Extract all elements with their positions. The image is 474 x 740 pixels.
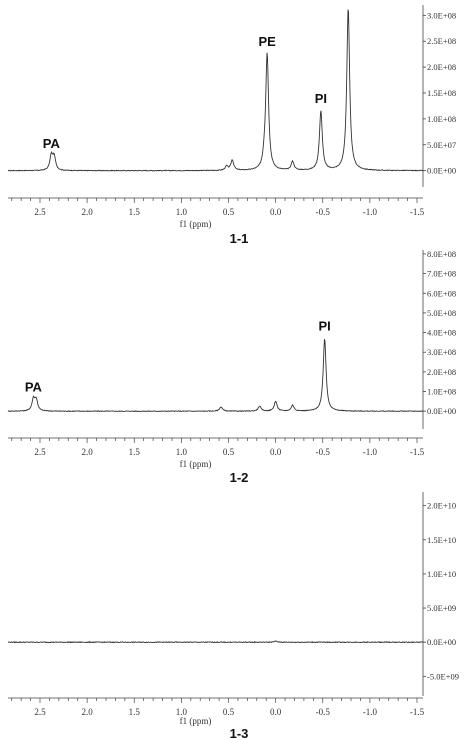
x-tick-label: 1.5: [129, 707, 141, 717]
x-tick-label: 2.5: [34, 207, 46, 217]
x-tick-label: 2.5: [34, 707, 46, 717]
y-tick-label: 2.0E+10: [427, 501, 456, 511]
x-tick-label: -1.5: [410, 207, 425, 217]
y-tick-label: 0.0E+00: [427, 637, 456, 647]
x-tick-label: 2.0: [82, 207, 94, 217]
y-tick-label: 0.0E+00: [427, 406, 456, 416]
panel-label: 1-1: [230, 231, 249, 246]
x-tick-label: -0.5: [316, 447, 331, 457]
x-tick-label: 0.5: [223, 447, 235, 457]
x-axis-label: f1 (ppm): [180, 219, 212, 229]
peak-label-pa: PA: [43, 136, 61, 151]
spectrum-line: [7, 9, 424, 172]
x-tick-label: 1.5: [129, 207, 141, 217]
x-tick-label: -0.5: [316, 207, 331, 217]
panel-label: 1-3: [230, 726, 249, 740]
y-tick-label: 5.0E+09: [427, 603, 456, 613]
x-tick-label: 1.0: [176, 447, 188, 457]
x-tick-label: 2.0: [82, 707, 94, 717]
x-tick-label: -1.0: [363, 207, 378, 217]
x-tick-label: 2.5: [34, 447, 46, 457]
x-tick-label: 0.5: [223, 207, 235, 217]
y-tick-label: 1.5E+10: [427, 535, 456, 545]
chart-panel-1-2: 0.0E+00 1.0E+08 2.0E+08 3.0E+08 4.0E+08 5.0E+…: [7, 249, 456, 485]
x-tick-label: 1.5: [129, 447, 141, 457]
y-tick-label: 2.5E+08: [427, 36, 456, 46]
y-tick-label: 3.0E+08: [427, 10, 456, 20]
y-tick-label: 3.0E+08: [427, 347, 456, 357]
y-tick-label: 8.0E+08: [427, 249, 456, 259]
spectrum-line: [7, 339, 424, 413]
y-tick-label: 0.0E+00: [427, 166, 456, 176]
x-tick-label: 0.0: [270, 207, 282, 217]
peak-label-pa: PA: [25, 379, 43, 394]
y-tick-label: -5.0E+09: [427, 671, 459, 681]
peak-label-pc: PC: [339, 0, 358, 3]
y-tick-label: 2.0E+08: [427, 62, 456, 72]
x-axis-label: f1 (ppm): [180, 716, 212, 726]
y-tick-label: 6.0E+08: [427, 288, 456, 298]
y-tick-label: 1.0E+10: [427, 569, 456, 579]
x-tick-label: -1.0: [363, 447, 378, 457]
x-tick-label: 0.0: [270, 447, 282, 457]
x-tick-label: 0.0: [270, 707, 282, 717]
peak-label-pe: PE: [258, 34, 276, 49]
peak-label-pi: PI: [318, 318, 330, 333]
x-tick-label: -1.5: [410, 447, 425, 457]
x-tick-label: 1.0: [176, 207, 188, 217]
y-tick-label: 5.0E+07: [427, 140, 456, 150]
x-tick-label: -1.5: [410, 707, 425, 717]
x-axis-label: f1 (ppm): [180, 459, 212, 469]
y-tick-label: 7.0E+08: [427, 269, 456, 279]
panel-label: 1-2: [230, 470, 249, 485]
x-tick-label: 2.0: [82, 447, 94, 457]
x-tick-label: 1.0: [176, 707, 188, 717]
x-tick-label: 0.5: [223, 707, 235, 717]
y-tick-label: 5.0E+08: [427, 308, 456, 318]
spectrum-line: [7, 640, 424, 644]
y-tick-label: 4.0E+08: [427, 328, 456, 338]
peak-label-pi: PI: [315, 91, 327, 106]
y-tick-label: 1.0E+08: [427, 387, 456, 397]
x-tick-label: -0.5: [316, 707, 331, 717]
chart-panel-1-3: -5.0E+09 0.0E+00 5.0E+09 1.0E+10 1.5E+10 2.0E…: [7, 492, 459, 740]
chart-panel-1-1: 0.0E+00 5.0E+07 1.0E+08 1.5E+08 2.0E+08 2.5E+…: [7, 0, 456, 246]
y-tick-label: 2.0E+08: [427, 367, 456, 377]
y-tick-label: 1.5E+08: [427, 88, 456, 98]
x-tick-label: -1.0: [363, 707, 378, 717]
y-tick-label: 1.0E+08: [427, 114, 456, 124]
